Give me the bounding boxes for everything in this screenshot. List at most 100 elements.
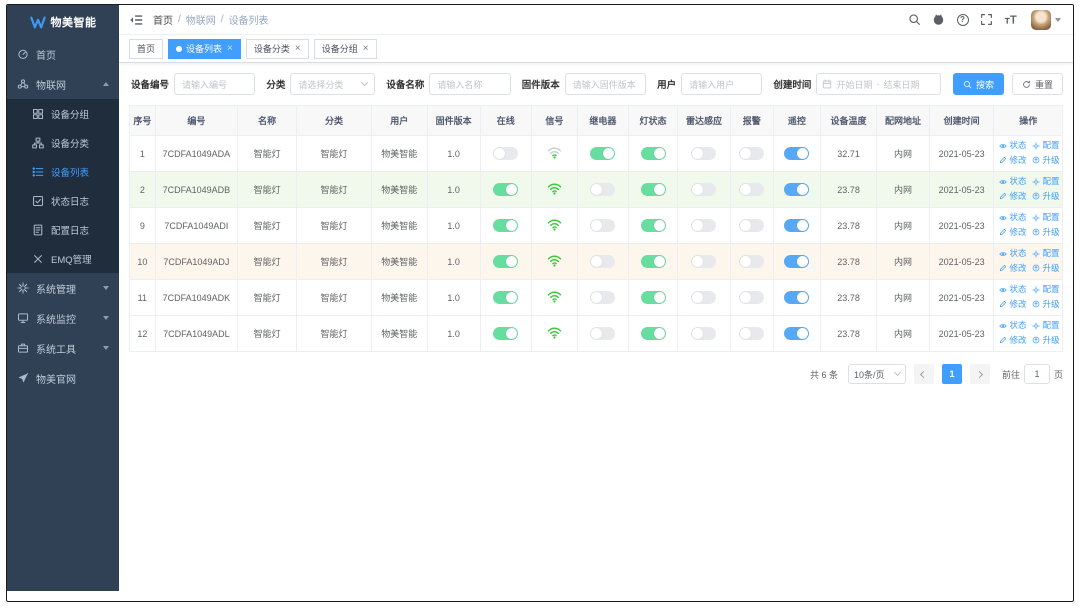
toggle-off[interactable]	[590, 255, 616, 268]
toggle-off[interactable]	[590, 327, 616, 340]
row-action-upgrade-icon[interactable]: 升级	[1032, 190, 1059, 203]
row-action-status-icon[interactable]: 状态	[999, 319, 1026, 332]
row-action-config-icon[interactable]: 配置	[1032, 283, 1059, 296]
toggle-on[interactable]	[493, 291, 519, 304]
row-action-edit-icon[interactable]: 修改	[999, 154, 1026, 167]
toggle-off[interactable]	[691, 183, 717, 196]
row-action-edit-icon[interactable]: 修改	[999, 190, 1026, 203]
search-icon[interactable]	[908, 13, 921, 26]
sidebar-item-0[interactable]: 首页	[7, 39, 119, 69]
goto-page-input[interactable]	[1023, 364, 1050, 384]
filter-input-3[interactable]: 请输入固件版本	[564, 73, 647, 95]
toggle-off[interactable]	[691, 147, 717, 160]
row-action-status-icon[interactable]: 状态	[999, 175, 1026, 188]
toggle-off[interactable]	[691, 291, 717, 304]
sidebar-subitem-2[interactable]: 设备列表	[7, 157, 119, 186]
toggle-off[interactable]	[739, 327, 765, 340]
row-action-config-icon[interactable]: 配置	[1032, 247, 1059, 260]
filter-daterange[interactable]: 开始日期 - 结束日期	[816, 73, 941, 95]
filter-select-1[interactable]: 请选择分类	[290, 73, 376, 95]
toggle-off[interactable]	[691, 219, 717, 232]
tab-close-icon[interactable]: ×	[294, 42, 301, 54]
tab-2[interactable]: 设备分类 ×	[245, 38, 309, 59]
toggle-on[interactable]	[590, 147, 616, 160]
row-action-edit-icon[interactable]: 修改	[999, 262, 1026, 275]
toggle-off[interactable]	[493, 147, 519, 160]
tab-close-icon[interactable]: ×	[362, 42, 369, 54]
sidebar-subitem-3[interactable]: 状态日志	[7, 186, 119, 215]
sidebar-subitem-0[interactable]: 设备分组	[7, 99, 119, 128]
tab-0[interactable]: 首页	[129, 38, 164, 59]
sidebar-fold-icon[interactable]	[129, 13, 143, 27]
row-action-status-icon[interactable]: 状态	[999, 139, 1026, 152]
toggle-on[interactable]	[784, 327, 810, 340]
toggle-off[interactable]	[739, 147, 765, 160]
filter-input-0[interactable]: 请输入编号	[174, 73, 256, 95]
toggle-off[interactable]	[739, 291, 765, 304]
toggle-on[interactable]	[784, 219, 810, 232]
tab-1[interactable]: 设备列表 ×	[168, 38, 241, 59]
toggle-on[interactable]	[493, 219, 519, 232]
sidebar-item-1[interactable]: 物联网	[7, 69, 119, 99]
toggle-on[interactable]	[640, 183, 666, 196]
row-action-upgrade-icon[interactable]: 升级	[1032, 262, 1059, 275]
next-page-button[interactable]	[969, 364, 990, 384]
reset-button[interactable]: 重置	[1011, 73, 1063, 95]
toggle-on[interactable]	[784, 255, 810, 268]
toggle-on[interactable]	[493, 255, 519, 268]
row-action-upgrade-icon[interactable]: 升级	[1032, 226, 1059, 239]
toggle-on[interactable]	[640, 219, 666, 232]
toggle-on[interactable]	[493, 327, 519, 340]
row-action-status-icon[interactable]: 状态	[999, 283, 1026, 296]
help-icon[interactable]: ?	[956, 13, 969, 26]
filter-input-2[interactable]: 请输入名称	[429, 73, 511, 95]
sidebar-item-2[interactable]: 系统管理	[7, 273, 119, 303]
toggle-on[interactable]	[493, 183, 519, 196]
page-number-current[interactable]: 1	[941, 364, 962, 384]
row-action-config-icon[interactable]: 配置	[1032, 319, 1059, 332]
row-action-status-icon[interactable]: 状态	[999, 247, 1026, 260]
user-avatar[interactable]	[1031, 9, 1051, 30]
toggle-off[interactable]	[590, 183, 616, 196]
sidebar-subitem-4[interactable]: 配置日志	[7, 215, 119, 244]
sidebar-item-3[interactable]: 系统监控	[7, 303, 119, 333]
row-action-edit-icon[interactable]: 修改	[999, 334, 1026, 347]
toggle-on[interactable]	[784, 183, 810, 196]
toggle-on[interactable]	[784, 147, 810, 160]
row-action-upgrade-icon[interactable]: 升级	[1032, 298, 1059, 311]
tab-3[interactable]: 设备分组 ×	[313, 38, 377, 59]
breadcrumb-item[interactable]: 首页	[153, 16, 173, 27]
sidebar-item-4[interactable]: 系统工具	[7, 333, 119, 363]
tab-close-icon[interactable]: ×	[227, 42, 233, 54]
github-icon[interactable]	[932, 13, 945, 26]
toggle-off[interactable]	[691, 327, 717, 340]
row-action-edit-icon[interactable]: 修改	[999, 298, 1026, 311]
brand[interactable]: 物美智能	[7, 5, 119, 39]
row-action-edit-icon[interactable]: 修改	[999, 226, 1026, 239]
filter-input-4[interactable]: 请输入用户	[681, 73, 763, 95]
sidebar-item-5[interactable]: 物美官网	[7, 363, 119, 393]
toggle-off[interactable]	[590, 291, 616, 304]
row-action-config-icon[interactable]: 配置	[1032, 139, 1059, 152]
toggle-off[interactable]	[739, 183, 765, 196]
row-action-status-icon[interactable]: 状态	[999, 211, 1026, 224]
toggle-on[interactable]	[640, 255, 666, 268]
row-action-config-icon[interactable]: 配置	[1032, 211, 1059, 224]
search-button[interactable]: 搜索	[952, 73, 1004, 95]
toggle-on[interactable]	[640, 291, 666, 304]
font-size-icon[interactable]	[1004, 13, 1017, 26]
user-menu[interactable]	[1031, 9, 1061, 30]
toggle-off[interactable]	[739, 255, 765, 268]
toggle-on[interactable]	[640, 327, 666, 340]
fullscreen-icon[interactable]	[980, 13, 993, 26]
row-action-config-icon[interactable]: 配置	[1032, 175, 1059, 188]
row-action-upgrade-icon[interactable]: 升级	[1032, 154, 1059, 167]
sidebar-subitem-5[interactable]: EMQ管理	[7, 244, 119, 273]
sidebar-subitem-1[interactable]: 设备分类	[7, 128, 119, 157]
page-size-select[interactable]: 10条/页	[847, 364, 906, 384]
toggle-on[interactable]	[784, 291, 810, 304]
toggle-off[interactable]	[590, 219, 616, 232]
row-action-upgrade-icon[interactable]: 升级	[1032, 334, 1059, 347]
prev-page-button[interactable]	[913, 364, 934, 384]
toggle-off[interactable]	[691, 255, 717, 268]
